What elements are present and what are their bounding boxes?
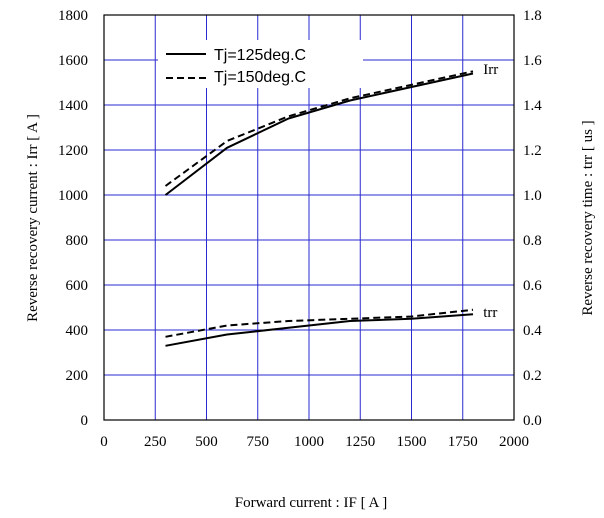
- y-axis-label-left: Reverse recovery current : Irr [ A ]: [25, 114, 41, 322]
- y-left-tick-label: 200: [66, 368, 89, 384]
- x-tick-label: 0: [100, 434, 108, 450]
- y-right-tick-label: 1.2: [523, 143, 542, 159]
- x-tick-label: 1250: [345, 434, 375, 450]
- annotation-irr: Irr: [483, 62, 498, 78]
- x-tick-label: 2000: [499, 434, 529, 450]
- y-left-tick-label: 1600: [58, 53, 88, 69]
- y-right-tick-label: 0.0: [523, 413, 542, 429]
- y-left-tick-label: 600: [66, 278, 89, 294]
- x-tick-label: 1500: [397, 434, 427, 450]
- tick-labels: 0 250 500 750 1000 1250 1500 1750 2000 0 200 400 600…: [58, 8, 542, 450]
- y-right-tick-label: 1.8: [523, 8, 542, 24]
- y-right-tick-label: 0.4: [523, 323, 542, 339]
- legend-label-1: Tj=150deg.C: [214, 69, 306, 86]
- series-trr-solid-line: [165, 313, 474, 347]
- x-axis-label: Forward current : IF [ A ]: [235, 495, 387, 511]
- y-right-tick-label: 0.6: [523, 278, 542, 294]
- legend: Tj=125deg.C Tj=150deg.C: [158, 40, 363, 88]
- legend-label-0: Tj=125deg.C: [214, 47, 306, 64]
- plot-frame: [103, 14, 515, 421]
- x-tick-label: 250: [144, 434, 167, 450]
- series-irr-solid-line: [164, 72, 474, 196]
- y-left-tick-label: 1000: [58, 188, 88, 204]
- y-right-tick-label: 0.8: [523, 233, 542, 249]
- x-tick-label: 750: [247, 434, 270, 450]
- series-irr-dashed-line: [164, 70, 474, 187]
- y-right-tick-label: 1.4: [523, 98, 542, 114]
- y-left-tick-label: 1800: [58, 8, 88, 24]
- y-right-tick-label: 1.6: [523, 53, 542, 69]
- y-left-tick-label: 0: [81, 413, 89, 429]
- y-right-tick-label: 1.0: [523, 188, 542, 204]
- annotations: Irr trr: [483, 62, 498, 321]
- series-lines: [164, 70, 474, 347]
- y-left-tick-label: 1400: [58, 98, 88, 114]
- y-left-tick-label: 1200: [58, 143, 88, 159]
- x-tick-label: 500: [195, 434, 218, 450]
- x-tick-label: 1750: [448, 434, 478, 450]
- y-right-tick-label: 0.2: [523, 368, 542, 384]
- series-trr-dashed-line: [165, 308, 474, 338]
- grid: [104, 15, 514, 420]
- legend-background: [158, 40, 363, 88]
- y-axis-label-right: Reverse recovery time : trr [ us ]: [580, 120, 596, 315]
- annotation-trr: trr: [483, 305, 497, 321]
- y-left-tick-label: 400: [66, 323, 89, 339]
- x-tick-label: 1000: [294, 434, 324, 450]
- y-left-tick-label: 800: [66, 233, 89, 249]
